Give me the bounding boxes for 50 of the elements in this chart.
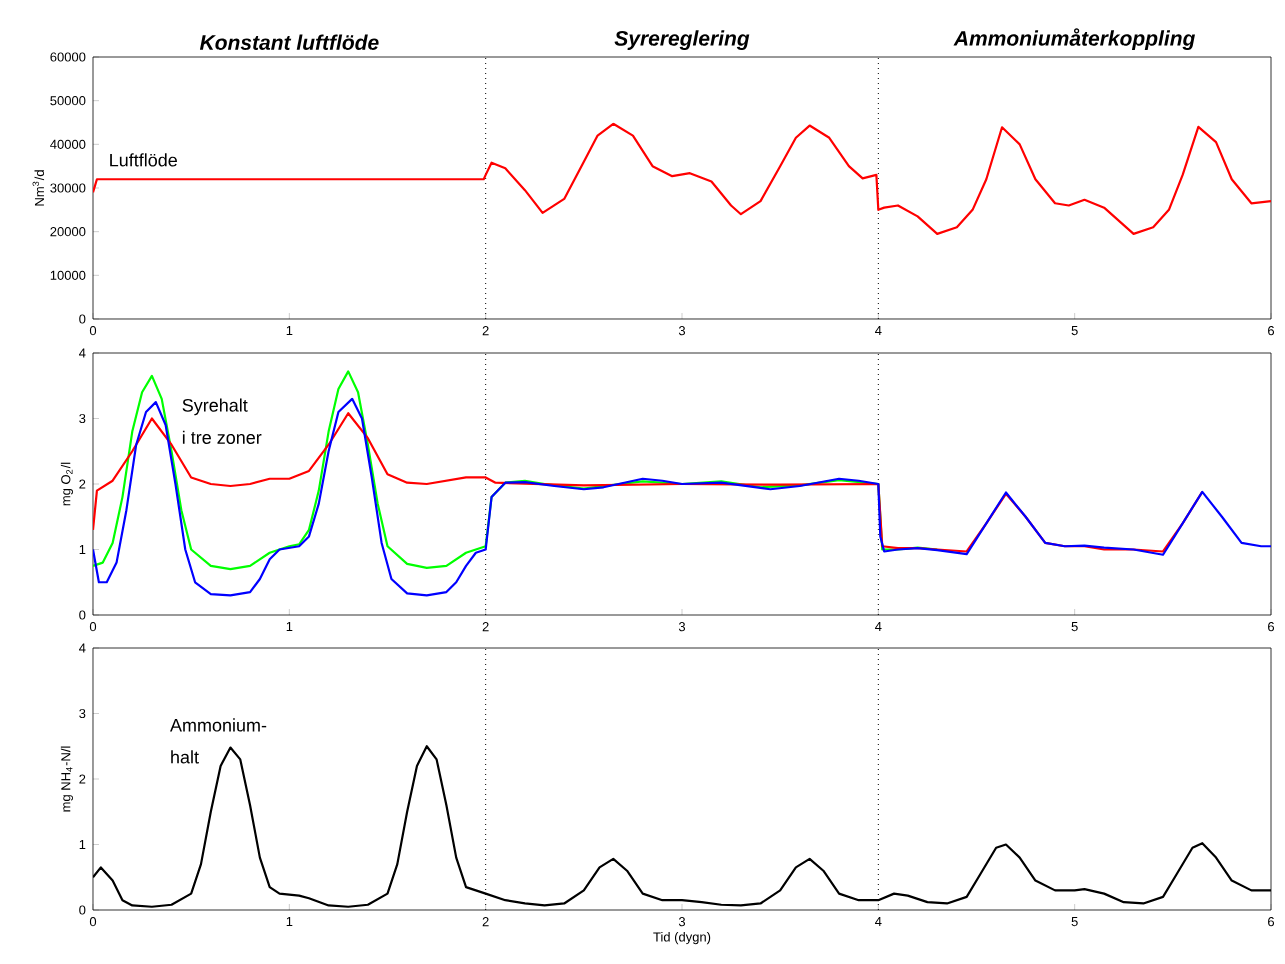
x-tick-label: 1 bbox=[286, 917, 293, 927]
x-axis-title: Tid (dygn) bbox=[653, 932, 711, 945]
y-tick-label: 4 bbox=[79, 348, 86, 358]
x-tick-label: 5 bbox=[1071, 917, 1078, 927]
x-tick-label: 4 bbox=[875, 917, 882, 927]
x-tick-label: 6 bbox=[1268, 326, 1275, 336]
y-axis-title: mg O$_{2}$/l bbox=[60, 462, 73, 506]
annotation: Luftflöde bbox=[110, 153, 177, 167]
x-tick-label: 6 bbox=[1268, 622, 1275, 632]
y-tick-label: 40000 bbox=[50, 139, 86, 149]
x-tick-label: 1 bbox=[286, 326, 293, 335]
x-tick-label: 3 bbox=[678, 917, 686, 927]
y-axis-title: Nm$^{3}$/d bbox=[32, 170, 45, 206]
y-tick-label: 1 bbox=[79, 840, 86, 849]
x-tick-label: 2 bbox=[482, 326, 489, 336]
x-tick-label: 3 bbox=[678, 326, 686, 336]
x-tick-label: 0 bbox=[89, 917, 97, 927]
x-tick-label: 0 bbox=[89, 326, 97, 336]
annotation: halt bbox=[171, 750, 199, 764]
y-tick-label: 10000 bbox=[50, 270, 86, 280]
y-tick-label: 50000 bbox=[50, 96, 86, 106]
x-tick-label: 6 bbox=[1268, 917, 1275, 927]
y-tick-label: 0 bbox=[79, 314, 86, 324]
y-tick-label: 2 bbox=[79, 774, 86, 784]
x-tick-label: 2 bbox=[482, 622, 489, 632]
y-tick-label: 3 bbox=[79, 708, 86, 719]
x-tick-label: 4 bbox=[875, 326, 882, 335]
y-tick-label: 0 bbox=[79, 610, 86, 620]
y-tick-label: 4 bbox=[79, 643, 86, 653]
x-tick-label: 2 bbox=[482, 917, 489, 927]
y-tick-label: 60000 bbox=[50, 52, 86, 62]
y-tick-label: 30000 bbox=[50, 183, 86, 193]
y-tick-label: 20000 bbox=[50, 227, 86, 237]
y-tick-label: 3 bbox=[79, 413, 86, 424]
y-tick-label: 0 bbox=[79, 905, 86, 915]
text: Ammoniumåterkoppling bbox=[953, 28, 1196, 50]
y-tick-label: 1 bbox=[79, 545, 86, 554]
annotation: i tre zoner bbox=[182, 430, 262, 444]
x-tick-label: 0 bbox=[89, 622, 97, 632]
y-tick-label: 2 bbox=[79, 479, 86, 489]
text: Syrereglering bbox=[614, 30, 750, 50]
x-tick-label: 5 bbox=[1071, 326, 1078, 336]
x-tick-label: 1 bbox=[286, 622, 293, 632]
y-axis-title: mg NH$_{4}$-N/l bbox=[60, 746, 73, 812]
x-tick-label: 3 bbox=[678, 622, 686, 632]
text: Konstant luftflöde bbox=[199, 34, 379, 50]
annotation: Syrehalt bbox=[182, 398, 248, 416]
x-tick-label: 5 bbox=[1071, 622, 1078, 632]
annotation: Ammonium- bbox=[170, 718, 267, 732]
x-tick-label: 4 bbox=[875, 622, 882, 632]
